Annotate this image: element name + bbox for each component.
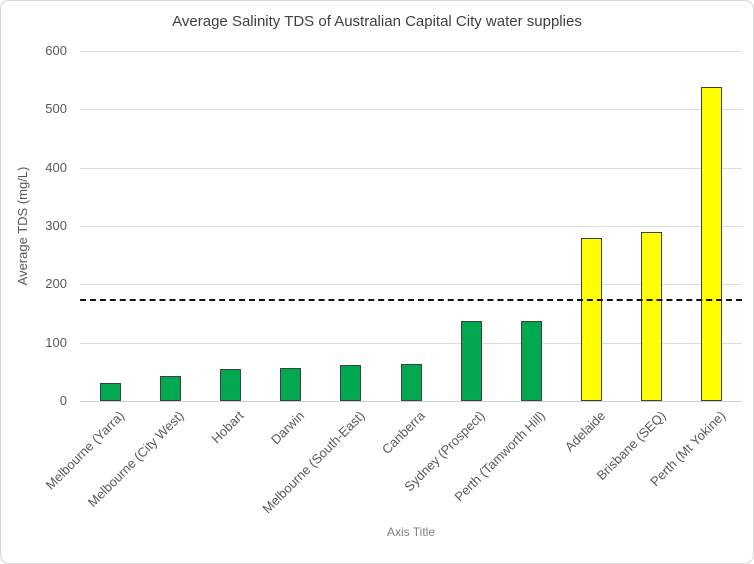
bar-hobart xyxy=(219,368,241,401)
y-tick-600: 600 xyxy=(45,43,67,58)
gridline-200 xyxy=(80,284,742,286)
bar-melbourne-city-west xyxy=(159,375,181,401)
bar-perth-mt-yokine xyxy=(701,87,723,401)
bar-brisbane-seq xyxy=(641,231,663,401)
y-tick-500: 500 xyxy=(45,101,67,117)
bar-melbourne-south-east xyxy=(340,364,362,401)
y-tick-0: 0 xyxy=(59,393,67,408)
x-label-canberra: Canberra xyxy=(378,408,428,457)
x-label-adelaide: Adelaide xyxy=(561,408,609,455)
y-tick-200: 200 xyxy=(45,276,67,292)
bar-perth-tamworth-hill xyxy=(520,321,542,401)
bar-melbourne-yarra xyxy=(99,382,121,401)
gridline-100 xyxy=(80,342,742,344)
x-axis-line xyxy=(80,401,742,402)
x-label-hobart: Hobart xyxy=(208,408,248,447)
bar-darwin xyxy=(280,368,302,401)
y-tick-400: 400 xyxy=(45,159,67,175)
gridline-400 xyxy=(80,167,742,169)
y-tick-300: 300 xyxy=(45,218,67,233)
gridline-300 xyxy=(80,226,742,227)
x-label-darwin: Darwin xyxy=(268,408,308,448)
gridline-500 xyxy=(80,109,742,111)
x-axis-title: Axis Title xyxy=(386,525,435,539)
reference-line-dashed xyxy=(80,298,742,301)
chart-title: Average Salinity TDS of Australian Capit… xyxy=(172,13,582,30)
x-label-melbourne-south-east: Melbourne (South-East) xyxy=(259,408,368,517)
gridline-600 xyxy=(80,51,742,52)
bar-adelaide xyxy=(581,237,603,401)
bar-canberra xyxy=(400,363,422,401)
plot-area xyxy=(80,51,742,402)
bar-sydney-prospect xyxy=(460,320,482,401)
y-tick-100: 100 xyxy=(45,334,67,350)
